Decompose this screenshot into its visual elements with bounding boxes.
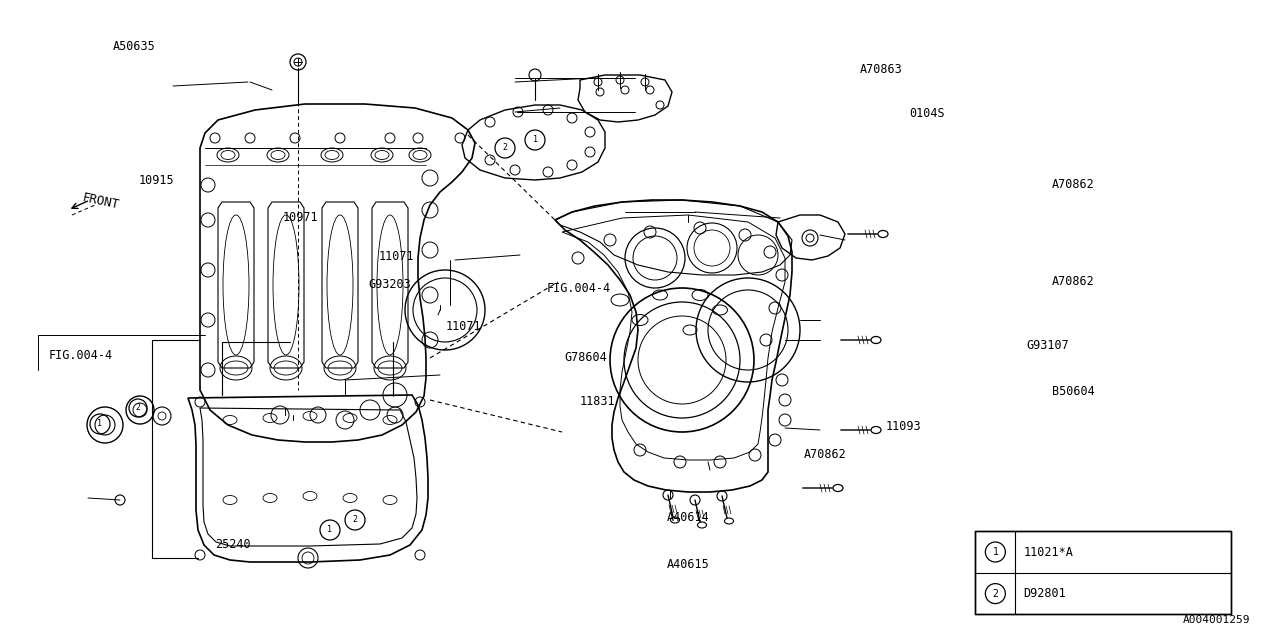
Text: A40615: A40615	[667, 558, 709, 571]
Text: FIG.004-4: FIG.004-4	[49, 349, 113, 362]
Text: G93107: G93107	[1027, 339, 1069, 352]
Text: A40614: A40614	[667, 511, 709, 524]
Text: A70862: A70862	[1052, 275, 1094, 288]
Text: 25240: 25240	[215, 538, 251, 550]
Text: 10971: 10971	[283, 211, 319, 224]
Text: A004001259: A004001259	[1183, 615, 1251, 625]
Text: 11831: 11831	[580, 396, 616, 408]
Text: 2: 2	[352, 515, 357, 525]
Text: B50604: B50604	[1052, 385, 1094, 398]
Text: A50635: A50635	[113, 40, 155, 52]
Text: G78604: G78604	[564, 351, 607, 364]
Bar	[975, 531, 1231, 614]
Text: 10915: 10915	[138, 174, 174, 187]
Text: 2: 2	[992, 589, 998, 598]
Text: D92801: D92801	[1024, 587, 1066, 600]
Text: 0104S: 0104S	[909, 108, 945, 120]
Text: 11071: 11071	[445, 320, 481, 333]
Text: 1: 1	[992, 547, 998, 557]
Text: A70862: A70862	[1052, 178, 1094, 191]
Text: 1: 1	[532, 136, 538, 145]
Text: 2: 2	[503, 143, 507, 152]
Text: 11093: 11093	[886, 420, 922, 433]
Text: 1: 1	[328, 525, 333, 534]
Text: A70862: A70862	[804, 448, 846, 461]
Text: FRONT: FRONT	[81, 191, 120, 212]
Text: G93203: G93203	[369, 278, 411, 291]
Text: A70863: A70863	[860, 63, 902, 76]
Text: 11021*A: 11021*A	[1024, 545, 1073, 559]
Text: 2: 2	[136, 403, 141, 413]
Text: FIG.004-4: FIG.004-4	[547, 282, 611, 294]
Text: 11071: 11071	[379, 250, 415, 262]
Text: 1: 1	[97, 419, 102, 429]
